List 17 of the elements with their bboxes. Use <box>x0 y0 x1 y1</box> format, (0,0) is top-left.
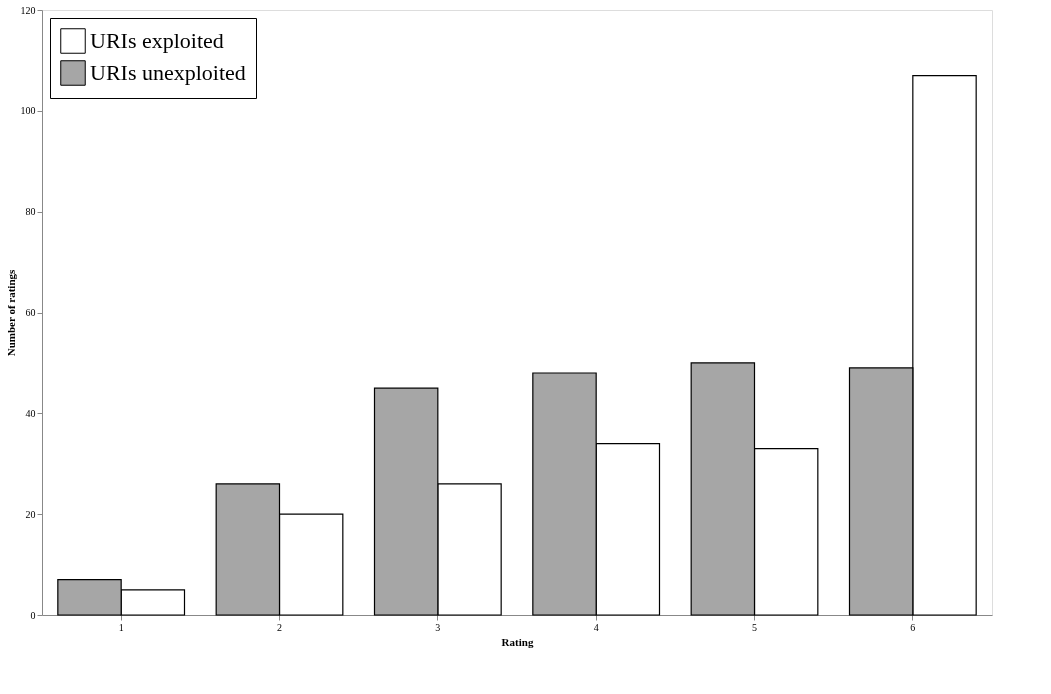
x-tick-label: 3 <box>435 621 441 633</box>
y-tick-label: 40 <box>25 407 36 419</box>
x-tick-label: 5 <box>752 621 757 633</box>
legend-label: URIs exploited <box>90 28 224 53</box>
y-tick-label: 0 <box>30 609 36 621</box>
x-tick-label: 2 <box>277 621 282 633</box>
y-tick-label: 60 <box>25 307 36 318</box>
x-tick-label: 1 <box>118 621 124 633</box>
x-tick-label: 4 <box>593 621 599 633</box>
y-axis-title: Number of ratings <box>4 269 17 357</box>
y-tick-label: 100 <box>20 105 36 117</box>
x-axis-title: Rating <box>501 635 534 648</box>
y-tick-label: 120 <box>20 4 36 16</box>
y-tick-label: 20 <box>25 508 36 520</box>
legend-label: URIs unexploited <box>90 60 246 85</box>
y-tick-label: 80 <box>25 206 36 218</box>
x-tick-label: 6 <box>910 621 916 633</box>
